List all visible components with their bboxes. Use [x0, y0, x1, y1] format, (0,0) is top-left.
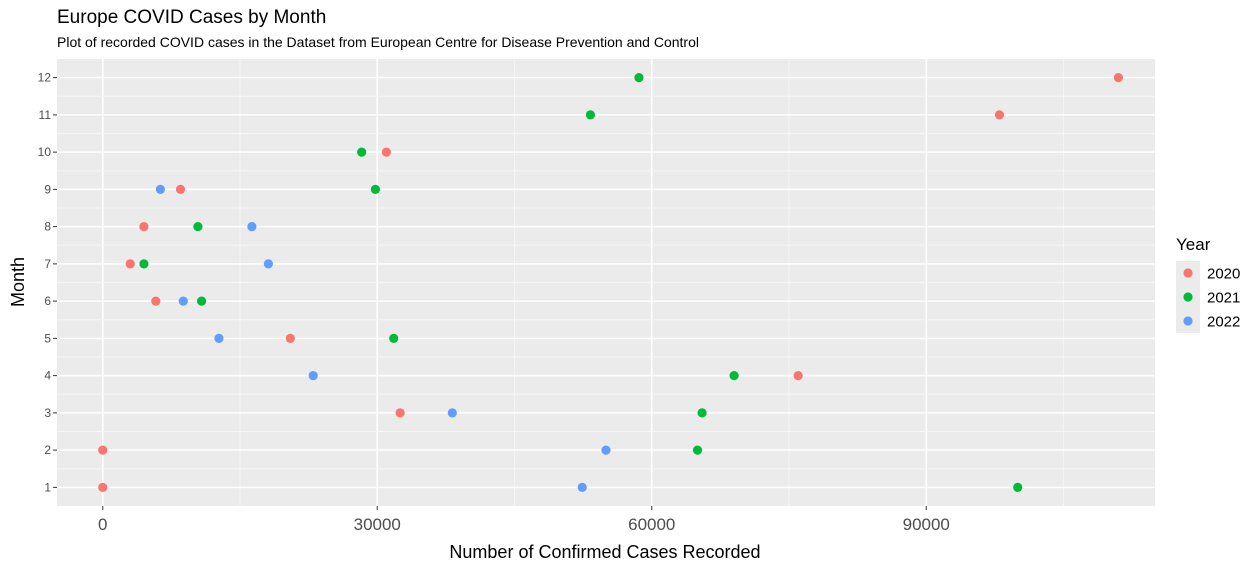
y-tick-label: 10: [38, 145, 52, 159]
chart-subtitle: Plot of recorded COVID cases in the Data…: [57, 34, 699, 50]
data-point-2021: [139, 259, 149, 269]
data-point-2020: [793, 371, 803, 381]
data-point-2021: [585, 110, 596, 120]
data-point-2021: [697, 408, 707, 418]
data-point-2020: [125, 259, 135, 269]
y-tick-label: 8: [44, 220, 51, 234]
y-tick-label: 2: [44, 443, 51, 457]
data-point-2021: [370, 184, 381, 194]
legend-label-2020: 2020: [1207, 266, 1240, 283]
y-tick-label: 6: [44, 294, 51, 308]
data-points: [98, 73, 1123, 492]
x-tick-label: 0: [98, 515, 107, 534]
data-point-2021: [1013, 482, 1023, 492]
data-point-2021: [389, 333, 399, 343]
legend-title: Year: [1176, 235, 1211, 254]
data-point-2021: [193, 222, 203, 232]
legend-key-2022: [1183, 316, 1193, 326]
data-point-2022: [178, 296, 188, 306]
data-point-2022: [214, 333, 224, 343]
legend-items: 2020 2021 2022: [1176, 261, 1240, 333]
legend-key-2021: [1183, 292, 1193, 302]
data-point-2020: [285, 333, 295, 343]
data-point-2022: [601, 445, 611, 455]
data-point-2020: [175, 184, 186, 194]
x-tick-label: 60000: [628, 515, 675, 534]
x-axis-title: Number of Confirmed Cases Recorded: [449, 542, 760, 562]
data-point-2022: [447, 408, 457, 418]
y-tick-label: 4: [44, 369, 51, 383]
data-point-2020: [139, 222, 149, 232]
y-tick-label: 1: [44, 480, 51, 494]
y-tick-label: 5: [44, 331, 51, 345]
data-point-2020: [1113, 73, 1123, 83]
data-point-2022: [155, 184, 165, 194]
y-tick-label: 11: [39, 108, 52, 122]
data-point-2021: [634, 73, 644, 83]
data-point-2021: [692, 445, 703, 455]
data-point-2022: [247, 222, 257, 232]
x-tick-label: 90000: [903, 515, 950, 534]
data-point-2020: [98, 482, 108, 492]
legend-label-2022: 2022: [1207, 314, 1240, 331]
data-point-2020: [98, 445, 108, 455]
chart-title: Europe COVID Cases by Month: [57, 7, 327, 28]
y-tick-label: 3: [44, 406, 51, 420]
data-point-2021: [196, 296, 207, 306]
data-point-2022: [577, 482, 587, 492]
y-tick-label: 12: [38, 71, 52, 85]
data-point-2022: [308, 371, 318, 381]
data-point-2020: [395, 408, 405, 418]
legend-label-2021: 2021: [1207, 290, 1240, 307]
gridlines: [57, 59, 1155, 506]
data-point-2020: [151, 296, 161, 306]
y-tick-label: 7: [44, 257, 51, 271]
data-point-2020: [381, 147, 391, 157]
data-point-2020: [994, 110, 1005, 120]
x-axis-ticks: 0 30000 60000 90000: [98, 506, 950, 534]
x-tick-label: 30000: [354, 515, 401, 534]
legend: Year 2020 2021 2022: [1176, 235, 1240, 333]
data-point-2021: [357, 147, 367, 157]
y-axis-title: Month: [8, 257, 28, 307]
y-tick-label: 9: [44, 182, 51, 196]
legend-key-2020: [1183, 268, 1193, 278]
data-point-2021: [729, 371, 739, 381]
data-point-2022: [263, 259, 273, 269]
